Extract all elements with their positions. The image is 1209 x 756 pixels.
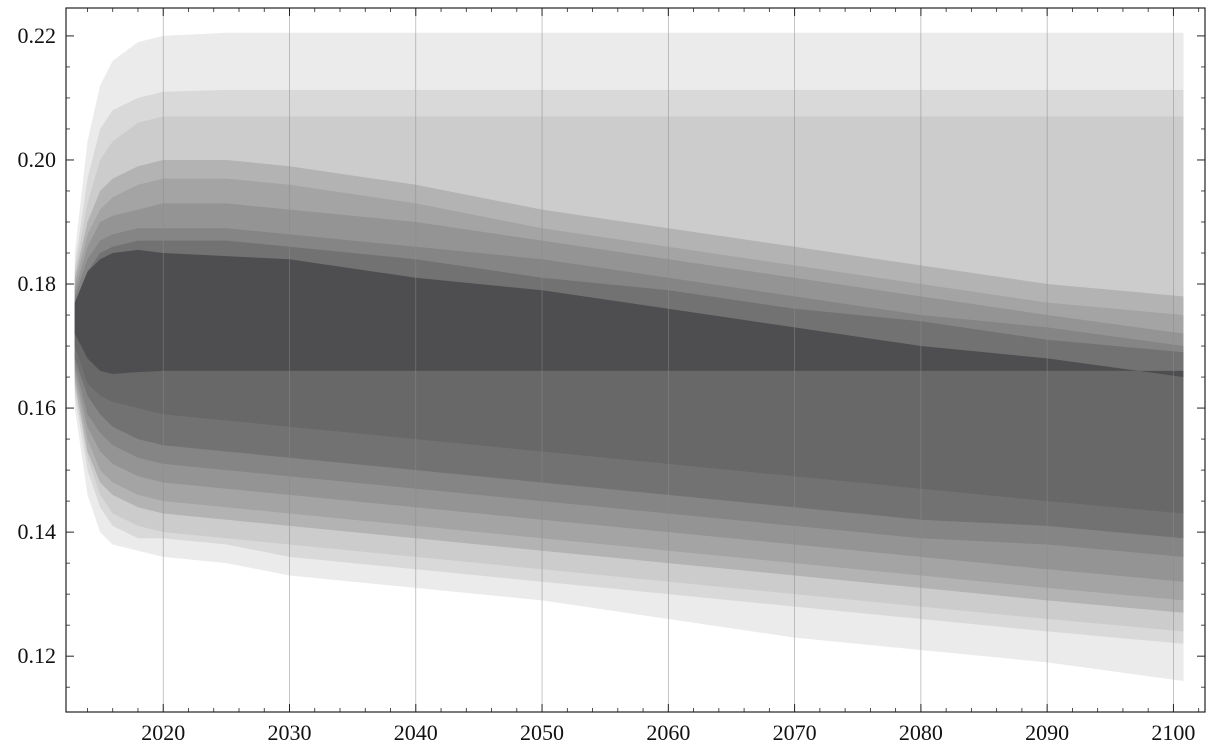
bands-layer [74,32,1184,682]
band-8 [74,308,1184,514]
x-tick-label-2020: 2020 [141,720,185,745]
x-tick-label-2030: 2030 [268,720,312,745]
gridlines [162,8,1174,712]
y-tick-label-0.14: 0.14 [18,519,57,544]
y-tick-label-0.22: 0.22 [18,23,57,48]
band-9 [74,249,1184,378]
y-tick-label-0.16: 0.16 [18,395,57,420]
plot-frame [65,7,1206,713]
x-tick-label-2080: 2080 [899,720,943,745]
y-tick-label-0.18: 0.18 [18,271,57,296]
x-tick-label-2050: 2050 [520,720,564,745]
x-tick-label-2040: 2040 [394,720,438,745]
x-tick-label-2100: 2100 [1151,720,1195,745]
x-tick-label-2070: 2070 [773,720,817,745]
axis-ticks [66,8,1205,712]
y-tick-label-0.12: 0.12 [18,643,57,668]
x-tick-label-2060: 2060 [646,720,690,745]
y-tick-label-0.20: 0.20 [18,147,57,172]
tick-labels: 2020 2030 2040 2050 2060 2070 2080 2090 2100 0.12… [18,23,1196,745]
x-tick-label-2090: 2090 [1025,720,1069,745]
